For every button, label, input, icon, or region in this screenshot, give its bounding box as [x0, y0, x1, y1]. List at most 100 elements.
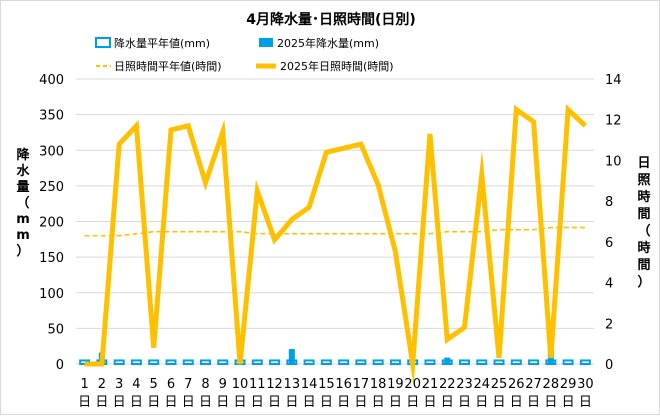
x-day-suffix: 日 [285, 395, 298, 410]
x-day-suffix: 日 [372, 395, 385, 410]
y-right-tick-label: 8 [605, 195, 613, 210]
x-day-suffix: 日 [354, 395, 367, 410]
x-day-number: 12 [266, 377, 283, 392]
y-right-tick-label: 0 [605, 358, 613, 373]
x-day-suffix: 日 [389, 395, 402, 410]
y-right-label-char: 照 [637, 173, 650, 188]
x-day-suffix: 日 [458, 395, 471, 410]
x-day-number: 15 [318, 377, 335, 392]
chart-title: 4月降水量･日照時間(日別) [246, 11, 416, 28]
precip-normal-bar [115, 360, 124, 364]
y-right-tick-label: 4 [605, 277, 613, 292]
x-day-number: 5 [150, 377, 158, 392]
x-day-number: 25 [491, 377, 508, 392]
x-day-number: 10 [232, 377, 249, 392]
x-day-suffix: 日 [337, 395, 350, 410]
precip-normal-bar [581, 360, 590, 364]
x-day-number: 6 [167, 377, 175, 392]
x-day-suffix: 日 [268, 395, 281, 410]
y-left-label-char: m [16, 212, 30, 227]
y-left-tick-label: 50 [47, 322, 64, 337]
x-day-number: 30 [577, 377, 594, 392]
y-right-tick-label: 6 [605, 236, 613, 251]
sun-2025-line [85, 109, 586, 364]
x-day-suffix: 日 [113, 395, 126, 410]
x-day-suffix: 日 [251, 395, 264, 410]
x-day-number: 2 [98, 377, 106, 392]
x-day-number: 29 [560, 377, 577, 392]
precip-2025-bar [289, 349, 295, 364]
precip-normal-bar [322, 360, 331, 364]
x-day-suffix: 日 [423, 395, 436, 410]
x-day-number: 9 [219, 377, 227, 392]
x-day-number: 23 [456, 377, 473, 392]
precip-normal-bar [564, 360, 573, 364]
y-left-label-char: 水 [16, 163, 30, 179]
x-day-suffix: 日 [493, 395, 506, 410]
y-left-label-char: （ [16, 195, 29, 211]
y-right-label-char: 間 [637, 258, 650, 273]
precip-normal-bar [425, 360, 434, 364]
y-right-tick-label: 10 [605, 154, 622, 169]
x-day-number: 16 [335, 377, 352, 392]
precip-normal-bar [374, 360, 383, 364]
y-left-label-char: 降 [16, 147, 30, 163]
x-day-suffix: 日 [320, 395, 333, 410]
x-day-suffix: 日 [579, 395, 592, 410]
legend-label-precip-normal: 降水量平年値(mm) [114, 36, 210, 50]
legend-swatch-precip-2025 [259, 38, 273, 47]
x-day-number: 26 [508, 377, 525, 392]
y-left-axis-label: 降水量（mm） [16, 147, 30, 259]
y-right-label-char: 間 [637, 207, 650, 222]
y-right-label-char: （ [637, 223, 650, 239]
x-day-number: 27 [525, 377, 542, 392]
y-left-tick-label: 400 [39, 73, 64, 88]
y-left-tick-label: 300 [39, 144, 64, 159]
x-day-number: 8 [201, 377, 209, 392]
y-right-tick-label: 2 [605, 317, 613, 332]
y-left-tick-label: 0 [56, 358, 64, 373]
x-day-number: 19 [387, 377, 404, 392]
x-day-suffix: 日 [216, 395, 229, 410]
precip-normal-bar [184, 360, 193, 364]
x-day-suffix: 日 [510, 395, 523, 410]
x-day-suffix: 日 [406, 395, 419, 410]
precip-normal-bar [356, 360, 365, 364]
x-day-number: 14 [301, 377, 318, 392]
x-day-number: 28 [543, 377, 560, 392]
y-left-label-char: m [16, 228, 30, 243]
x-day-number: 11 [249, 377, 266, 392]
x-day-number: 13 [284, 377, 301, 392]
x-day-suffix: 日 [527, 395, 540, 410]
x-day-suffix: 日 [78, 395, 91, 410]
x-day-suffix: 日 [544, 395, 557, 410]
x-day-suffix: 日 [234, 395, 247, 410]
precip-normal-bar [218, 360, 227, 364]
y-right-label-char: ） [637, 274, 650, 290]
precip-normal-bar [305, 360, 314, 364]
precip-normal-bar [253, 360, 262, 364]
x-day-suffix: 日 [441, 395, 454, 410]
precip-normal-bar [495, 360, 504, 364]
y-right-tick-label: 12 [605, 114, 622, 129]
precip-normal-bar [339, 360, 348, 364]
x-day-number: 7 [184, 377, 192, 392]
x-day-suffix: 日 [130, 395, 143, 410]
y-right-tick-label: 14 [605, 73, 622, 88]
precip-normal-bar [132, 360, 141, 364]
x-day-suffix: 日 [199, 395, 212, 410]
legend-label-precip-2025: 2025年降水量(mm) [277, 36, 379, 50]
y-right-axis-label: 日照時間（時間） [637, 156, 650, 290]
y-left-tick-label: 350 [39, 109, 64, 124]
x-day-suffix: 日 [95, 395, 108, 410]
x-day-suffix: 日 [164, 395, 177, 410]
y-left-tick-label: 150 [39, 251, 64, 266]
x-day-suffix: 日 [303, 395, 316, 410]
precip-normal-bar [477, 360, 486, 364]
x-day-number: 4 [132, 377, 140, 392]
x-day-suffix: 日 [147, 395, 160, 410]
x-day-number: 17 [353, 377, 370, 392]
y-right-label-char: 時 [637, 240, 650, 256]
